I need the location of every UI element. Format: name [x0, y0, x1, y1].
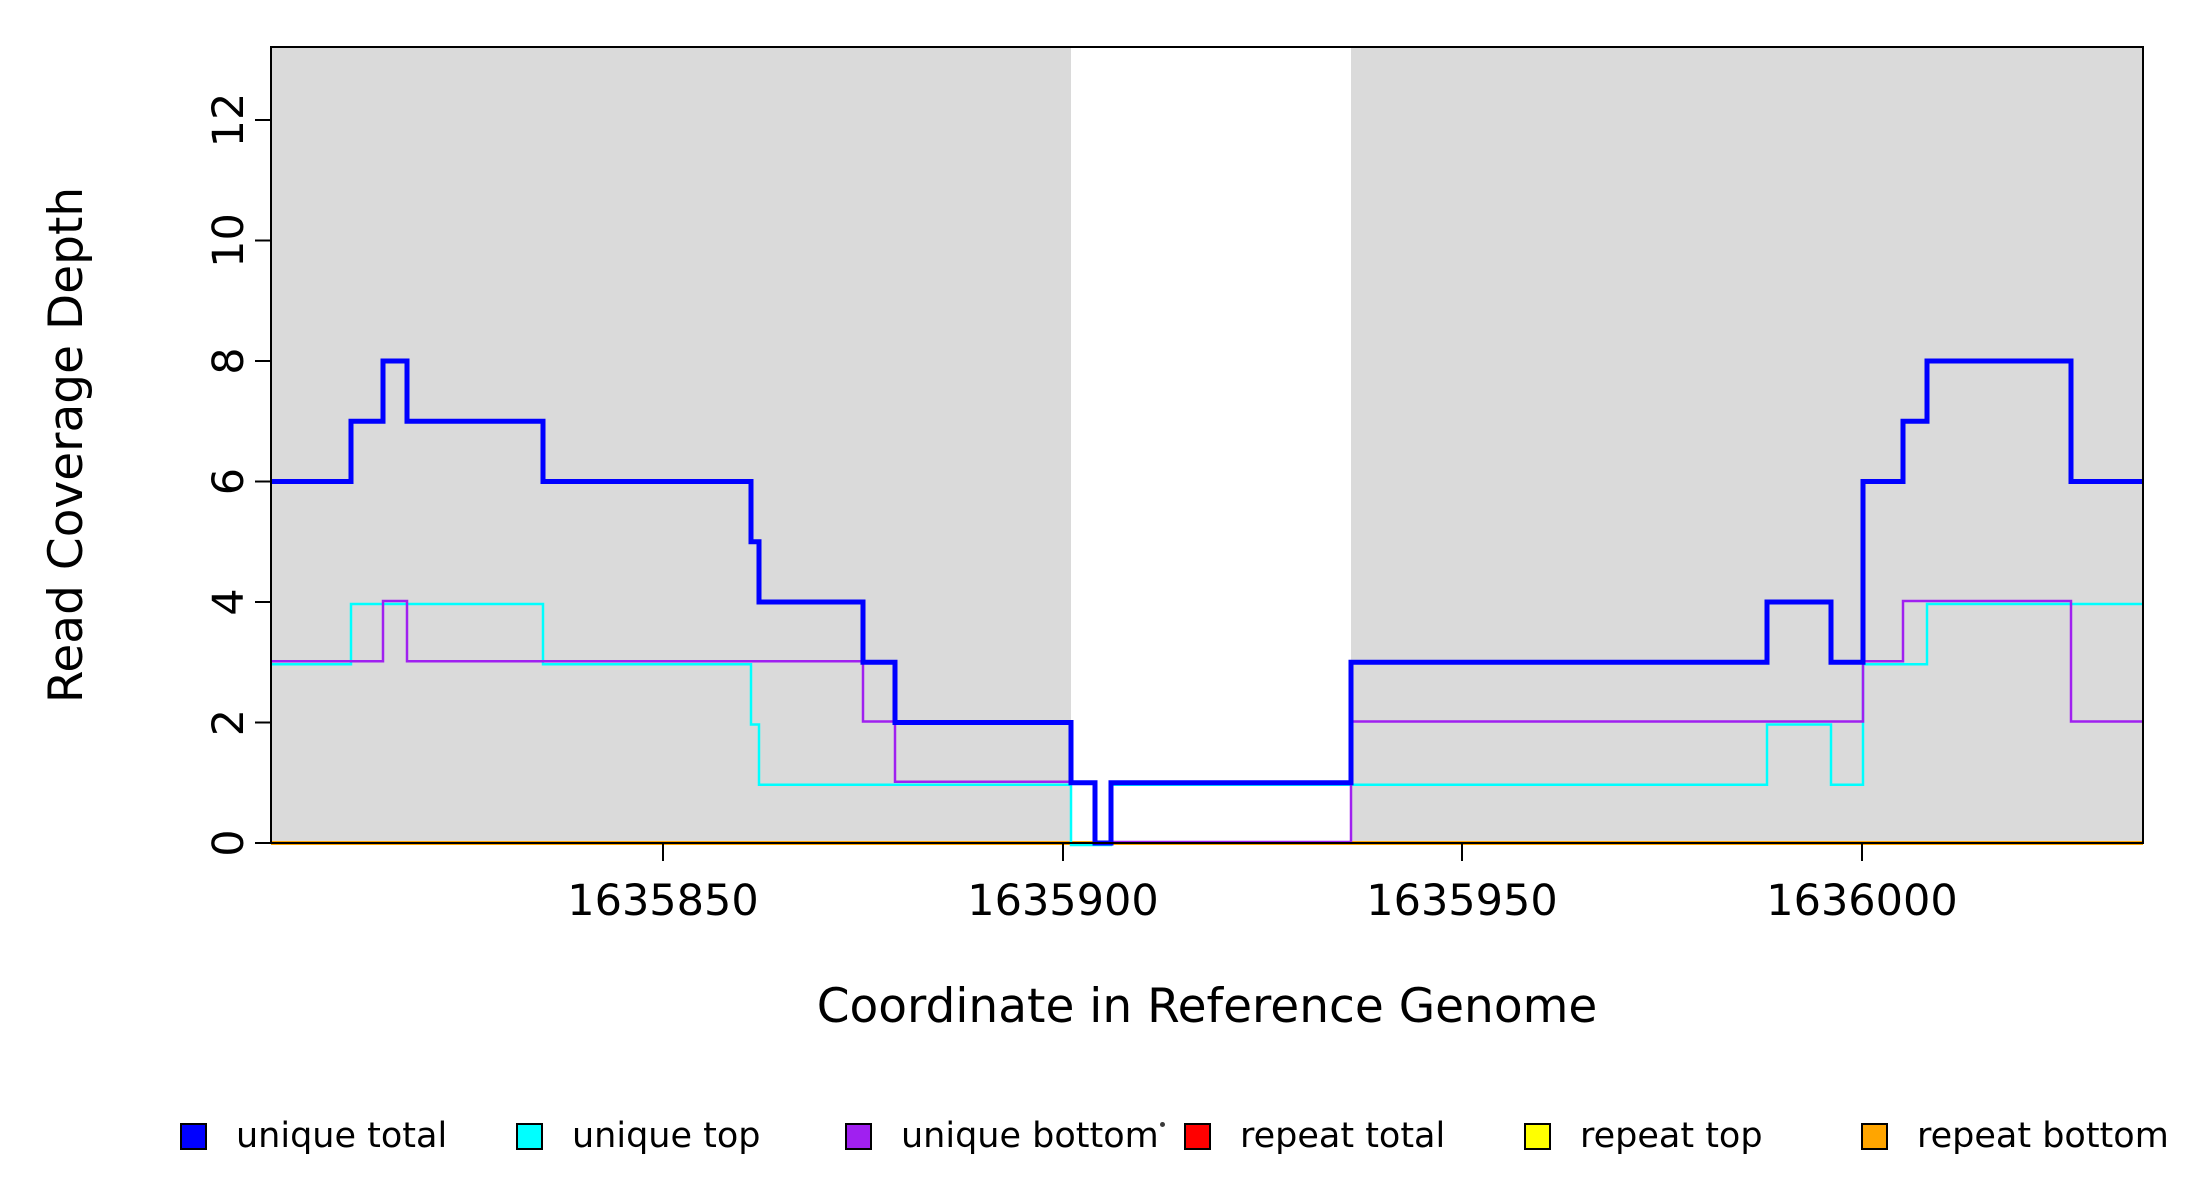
x-tick-label-1635950: 1635950	[1366, 876, 1558, 926]
legend-item-repeat-bottom: repeat bottom	[1861, 1112, 2169, 1160]
y-axis-ticks	[255, 119, 271, 844]
legend-item-unique-top: unique top	[516, 1112, 761, 1160]
y-tick-label-4: 4	[204, 588, 254, 615]
legend: unique total unique top unique bottom re…	[0, 1112, 2200, 1172]
y-tick-label-2: 2	[204, 709, 254, 736]
plot-border-box	[270, 46, 2144, 844]
unique-total-swatch-icon	[180, 1122, 207, 1150]
y-tick-label-12: 12	[204, 93, 254, 148]
unique-bottom-swatch-icon	[845, 1122, 872, 1150]
series-unique-top-line	[271, 602, 2143, 847]
legend-item-unique-bottom: unique bottom	[845, 1112, 1159, 1160]
x-tick-label-1635900: 1635900	[967, 876, 1159, 926]
series-unique-total-line	[271, 358, 2143, 846]
x-tick-label-1636000: 1636000	[1766, 876, 1958, 926]
x-axis-ticks	[662, 843, 1863, 861]
y-tick-label-0: 0	[204, 829, 254, 856]
y-axis-title: Read Coverage Depth	[39, 187, 94, 703]
legend-label: repeat bottom	[1917, 1116, 2169, 1156]
repeat-top-swatch-icon	[1524, 1122, 1551, 1150]
y-tick-label-8: 8	[204, 347, 254, 374]
legend-label: repeat top	[1580, 1116, 1763, 1156]
repeat-total-swatch-icon	[1184, 1122, 1211, 1150]
legend-label: unique top	[572, 1116, 761, 1156]
legend-label: repeat total	[1240, 1116, 1446, 1156]
x-axis-title: Coordinate in Reference Genome	[817, 979, 1598, 1034]
legend-item-unique-total: unique total	[180, 1112, 447, 1160]
unique-top-swatch-icon	[516, 1122, 543, 1150]
legend-label: unique bottom	[901, 1116, 1159, 1156]
stray-dot	[1160, 1122, 1165, 1127]
x-tick-label-1635850: 1635850	[567, 876, 759, 926]
legend-item-repeat-total: repeat total	[1184, 1112, 1445, 1160]
legend-item-repeat-top: repeat top	[1524, 1112, 1763, 1160]
gray-band-left	[271, 47, 1071, 843]
repeat-bottom-swatch-icon	[1861, 1122, 1888, 1150]
gray-band-right	[1351, 47, 2143, 843]
y-tick-label-10: 10	[204, 213, 254, 268]
legend-label: unique total	[236, 1116, 448, 1156]
y-tick-label-6: 6	[204, 468, 254, 495]
